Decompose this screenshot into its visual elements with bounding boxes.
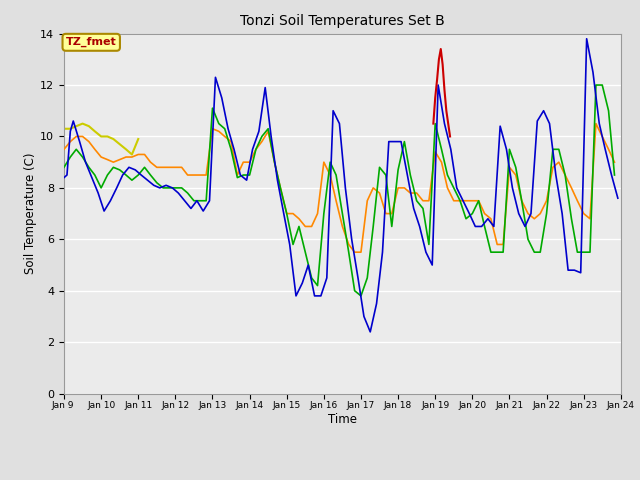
Y-axis label: Soil Temperature (C): Soil Temperature (C) — [24, 153, 37, 275]
Title: Tonzi Soil Temperatures Set B: Tonzi Soil Temperatures Set B — [240, 14, 445, 28]
X-axis label: Time: Time — [328, 413, 357, 426]
Text: TZ_fmet: TZ_fmet — [66, 37, 116, 48]
